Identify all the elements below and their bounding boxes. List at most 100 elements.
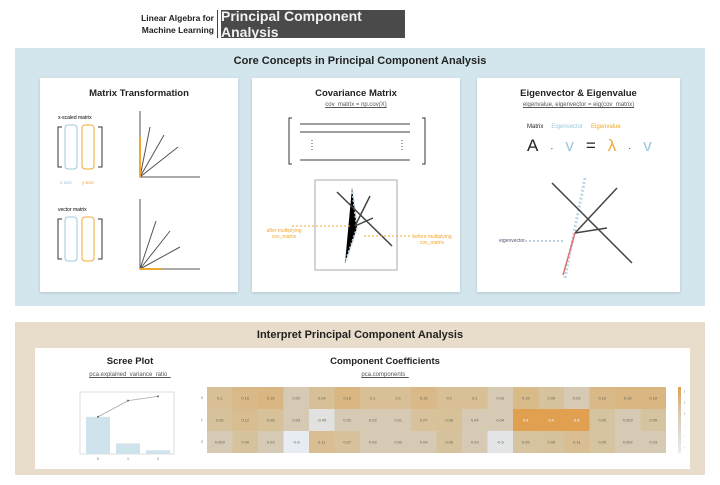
label-eigenvalue: Eigenvalue — [591, 124, 621, 130]
heatmap-cell — [232, 387, 258, 409]
annotation-before: before multiplying cov_matrix — [412, 234, 452, 246]
vectors — [336, 191, 393, 247]
cell-value: 0.03 — [496, 396, 505, 401]
scree-code: pca.explained_variance_ratio_ — [89, 372, 171, 378]
column-box — [81, 124, 95, 170]
cell-value: 0.07 — [420, 418, 429, 423]
scree-title: Scree Plot — [106, 356, 154, 367]
cell-value: 0.1 — [370, 396, 376, 401]
coeffs-code: pca.components_ — [361, 372, 409, 378]
label: y-axis — [82, 180, 95, 185]
vector-plot — [139, 111, 200, 178]
colorbar-tick: -0.4 — [684, 433, 685, 438]
x-tick-label: 0 — [97, 456, 100, 461]
heatmap-cell — [462, 387, 488, 409]
heatmap-cell — [334, 409, 360, 431]
cell-value: 0.05 — [649, 418, 658, 423]
label-matrix: Matrix — [527, 124, 544, 130]
cell-value: 0.06 — [216, 418, 225, 423]
heatmap-cell — [385, 409, 411, 431]
scree-bar — [146, 450, 170, 454]
cell-value: 0.05 — [598, 418, 607, 423]
cell-value: -0.6 — [293, 440, 301, 445]
cell-value: 0.12 — [241, 418, 250, 423]
vector-plot — [139, 199, 200, 270]
heatmap-cell — [207, 387, 233, 409]
cell-value: 0.02 — [394, 440, 403, 445]
eq-lambda: λ — [607, 136, 617, 155]
series-subtitle: Linear Algebra for Machine Learning — [140, 12, 214, 36]
eq-v: v — [565, 136, 574, 155]
annotation-eigenvector: eigenvector — [499, 238, 525, 244]
eq-v: v — [643, 136, 652, 155]
page-title: Principal Component Analysis — [221, 8, 405, 40]
label: x-axis — [60, 180, 73, 185]
cell-value: 0.06 — [547, 440, 556, 445]
colorbar-tick: -0.6 — [684, 444, 685, 449]
card-matrix-transformation: Matrix Transformation x-scaled matrix x-… — [40, 78, 238, 292]
colorbar-tick: 0.4 — [684, 389, 685, 394]
label: x-scaled matrix — [58, 115, 92, 121]
heatmap-cell — [207, 409, 233, 431]
section-title: Core Concepts in Principal Component Ana… — [233, 55, 487, 67]
cell-value: 0.01 — [394, 418, 403, 423]
heatmap-cell — [283, 387, 309, 409]
colorbar-tick: 0.2 — [684, 400, 685, 405]
coefficient-heatmap: 0 0.1 0.16 0.18 0.02 0.09 0.18 0.1 0.1 0.16 0.1 0.1… — [201, 387, 685, 453]
heatmap-cell — [258, 387, 284, 409]
heatmap-cell — [360, 431, 386, 453]
cell-value: 0.1 — [472, 396, 478, 401]
subtitle-line2: Machine Learning — [141, 25, 214, 35]
heatmap-cell — [487, 409, 513, 431]
cumulative-point — [157, 395, 159, 398]
heatmap-cell — [538, 409, 564, 431]
cell-value: 0.08 — [267, 418, 276, 423]
cell-value: 0.03 — [267, 440, 276, 445]
heatmap-cell — [283, 431, 309, 453]
eq-equals: = — [585, 136, 596, 155]
colorbar-tick: 0.0 — [684, 411, 685, 416]
heatmap-cell — [334, 387, 360, 409]
cell-value: 0.05 — [522, 440, 531, 445]
heatmap-cell — [436, 431, 462, 453]
core-concepts-panel: Core Concepts in Principal Component Ana… — [15, 48, 705, 306]
heatmap-cell — [411, 431, 437, 453]
cell-value: 0.03 — [649, 440, 658, 445]
cell-value: 0.06 — [547, 396, 556, 401]
heatmap-cell — [615, 431, 641, 453]
cell-value: 0.16 — [241, 396, 250, 401]
cell-value: 0.002 — [623, 440, 634, 445]
heatmap-cell — [436, 387, 462, 409]
colorbar-tick: -0.2 — [684, 422, 685, 427]
heatmap-cell — [258, 431, 284, 453]
label: vector matrix — [58, 207, 87, 213]
heatmap-cell — [538, 387, 564, 409]
cumulative-point — [127, 399, 129, 402]
cell-value: 0.09 — [318, 396, 327, 401]
cell-value: 0.02 — [343, 418, 352, 423]
scree-bar — [116, 443, 140, 454]
cell-value: 0.1 — [395, 396, 401, 401]
cell-value: 0.18 — [624, 396, 633, 401]
heatmap-cell — [640, 387, 666, 409]
eq-A: A — [527, 136, 539, 155]
heatmap-cell — [385, 387, 411, 409]
bracket — [57, 126, 103, 168]
card-title: Eigenvector & Eigenvalue — [520, 88, 637, 99]
column-box — [64, 216, 78, 262]
annotation-arrows — [292, 225, 412, 237]
cell-value: 0.08 — [445, 418, 454, 423]
heatmap-cell — [564, 409, 590, 431]
cell-value: 0.18 — [267, 396, 276, 401]
plot-frame — [314, 179, 398, 271]
cell-value: 0.03 — [369, 418, 378, 423]
cell-value: -0.5 — [497, 440, 505, 445]
heatmap-cell — [436, 409, 462, 431]
cell-value: 0.1 — [446, 396, 452, 401]
heatmap-cell — [232, 431, 258, 453]
heatmap-cell — [640, 431, 666, 453]
heatmap-cell — [513, 431, 539, 453]
heatmap-cell — [615, 409, 641, 431]
section-title: Interpret Principal Component Analysis — [256, 329, 464, 341]
heatmap-cell — [258, 409, 284, 431]
